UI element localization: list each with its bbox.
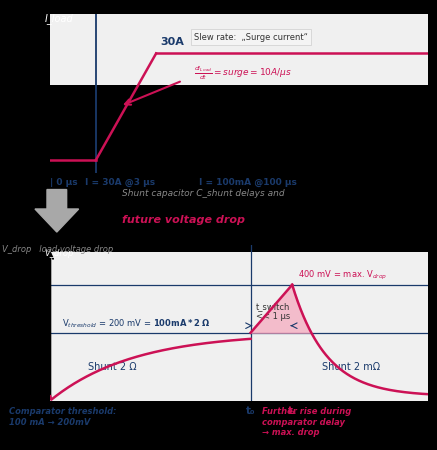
Text: V_drop   load voltage drop: V_drop load voltage drop	[2, 245, 114, 254]
Text: $\frac{dI_{Load}}{dt}$$= surge = 10A/\mu s$: $\frac{dI_{Load}}{dt}$$= surge = 10A/\mu…	[194, 65, 292, 82]
Text: I_load: I_load	[45, 14, 73, 24]
Bar	[50, 14, 428, 86]
Text: I = 30A @3 μs: I = 30A @3 μs	[85, 178, 155, 187]
Text: t₀: t₀	[246, 406, 255, 416]
Text: V$_{threshold}$ = 200 mV = $\mathbf{100mA*2\ \Omega}$: V$_{threshold}$ = 200 mV = $\mathbf{100m…	[62, 317, 210, 330]
Text: Shunt 2 mΩ: Shunt 2 mΩ	[323, 362, 381, 372]
Text: I = 100mA @100 μs: I = 100mA @100 μs	[199, 178, 297, 187]
Text: future voltage drop: future voltage drop	[122, 215, 245, 225]
Text: 30A: 30A	[160, 37, 184, 47]
Text: Further rise during
comparator delay
→ max. drop: Further rise during comparator delay → m…	[262, 407, 351, 437]
Text: Slew rate:  „Surge current“: Slew rate: „Surge current“	[194, 33, 308, 42]
Text: tₛ: tₛ	[288, 406, 297, 416]
Text: t_switch
<< 1 μs: t_switch << 1 μs	[256, 302, 291, 321]
FancyArrow shape	[35, 189, 79, 232]
Text: Shunt capacitor C_shunt delays and: Shunt capacitor C_shunt delays and	[122, 189, 285, 198]
Text: Shunt 2 Ω: Shunt 2 Ω	[88, 362, 137, 372]
Text: 400 mV = max. V$_{drop}$: 400 mV = max. V$_{drop}$	[298, 269, 387, 282]
Text: | 0 μs: | 0 μs	[50, 178, 78, 187]
Text: Comparator threshold:
100 mA → 200mV: Comparator threshold: 100 mA → 200mV	[9, 407, 116, 427]
Text: V_drop: V_drop	[45, 249, 74, 258]
